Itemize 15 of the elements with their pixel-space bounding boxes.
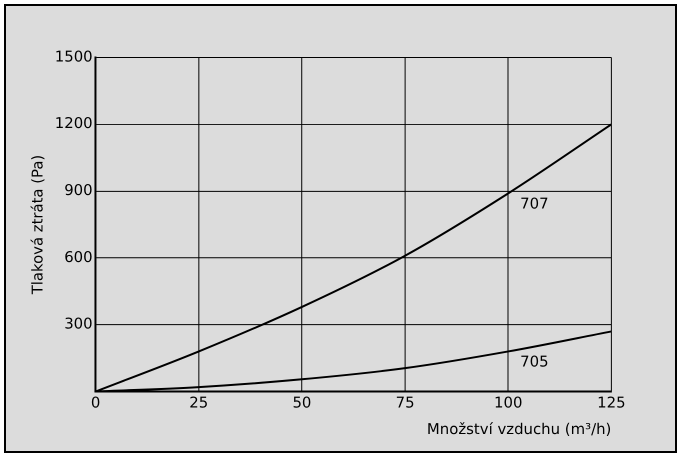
x-tick-label: 125 xyxy=(597,393,626,412)
x-tick-label: 100 xyxy=(494,393,522,412)
y-tick-label: 900 xyxy=(64,181,93,199)
y-tick-label: 300 xyxy=(64,314,93,333)
x-tick-label: 75 xyxy=(396,393,415,412)
x-tick-label: 50 xyxy=(292,393,312,412)
x-axis-title: Množství vzduchu (m³/h) xyxy=(426,420,612,438)
y-tick-label: 1500 xyxy=(54,47,93,66)
series-label: 705 xyxy=(520,352,549,371)
y-axis-title: Tlaková ztráta (Pa) xyxy=(28,154,47,296)
series-label: 707 xyxy=(520,194,549,213)
x-tick-label: 25 xyxy=(189,393,208,412)
y-tick-label: 600 xyxy=(64,248,93,266)
x-tick-label: 0 xyxy=(90,393,100,412)
y-tick-label: 1200 xyxy=(54,114,93,132)
